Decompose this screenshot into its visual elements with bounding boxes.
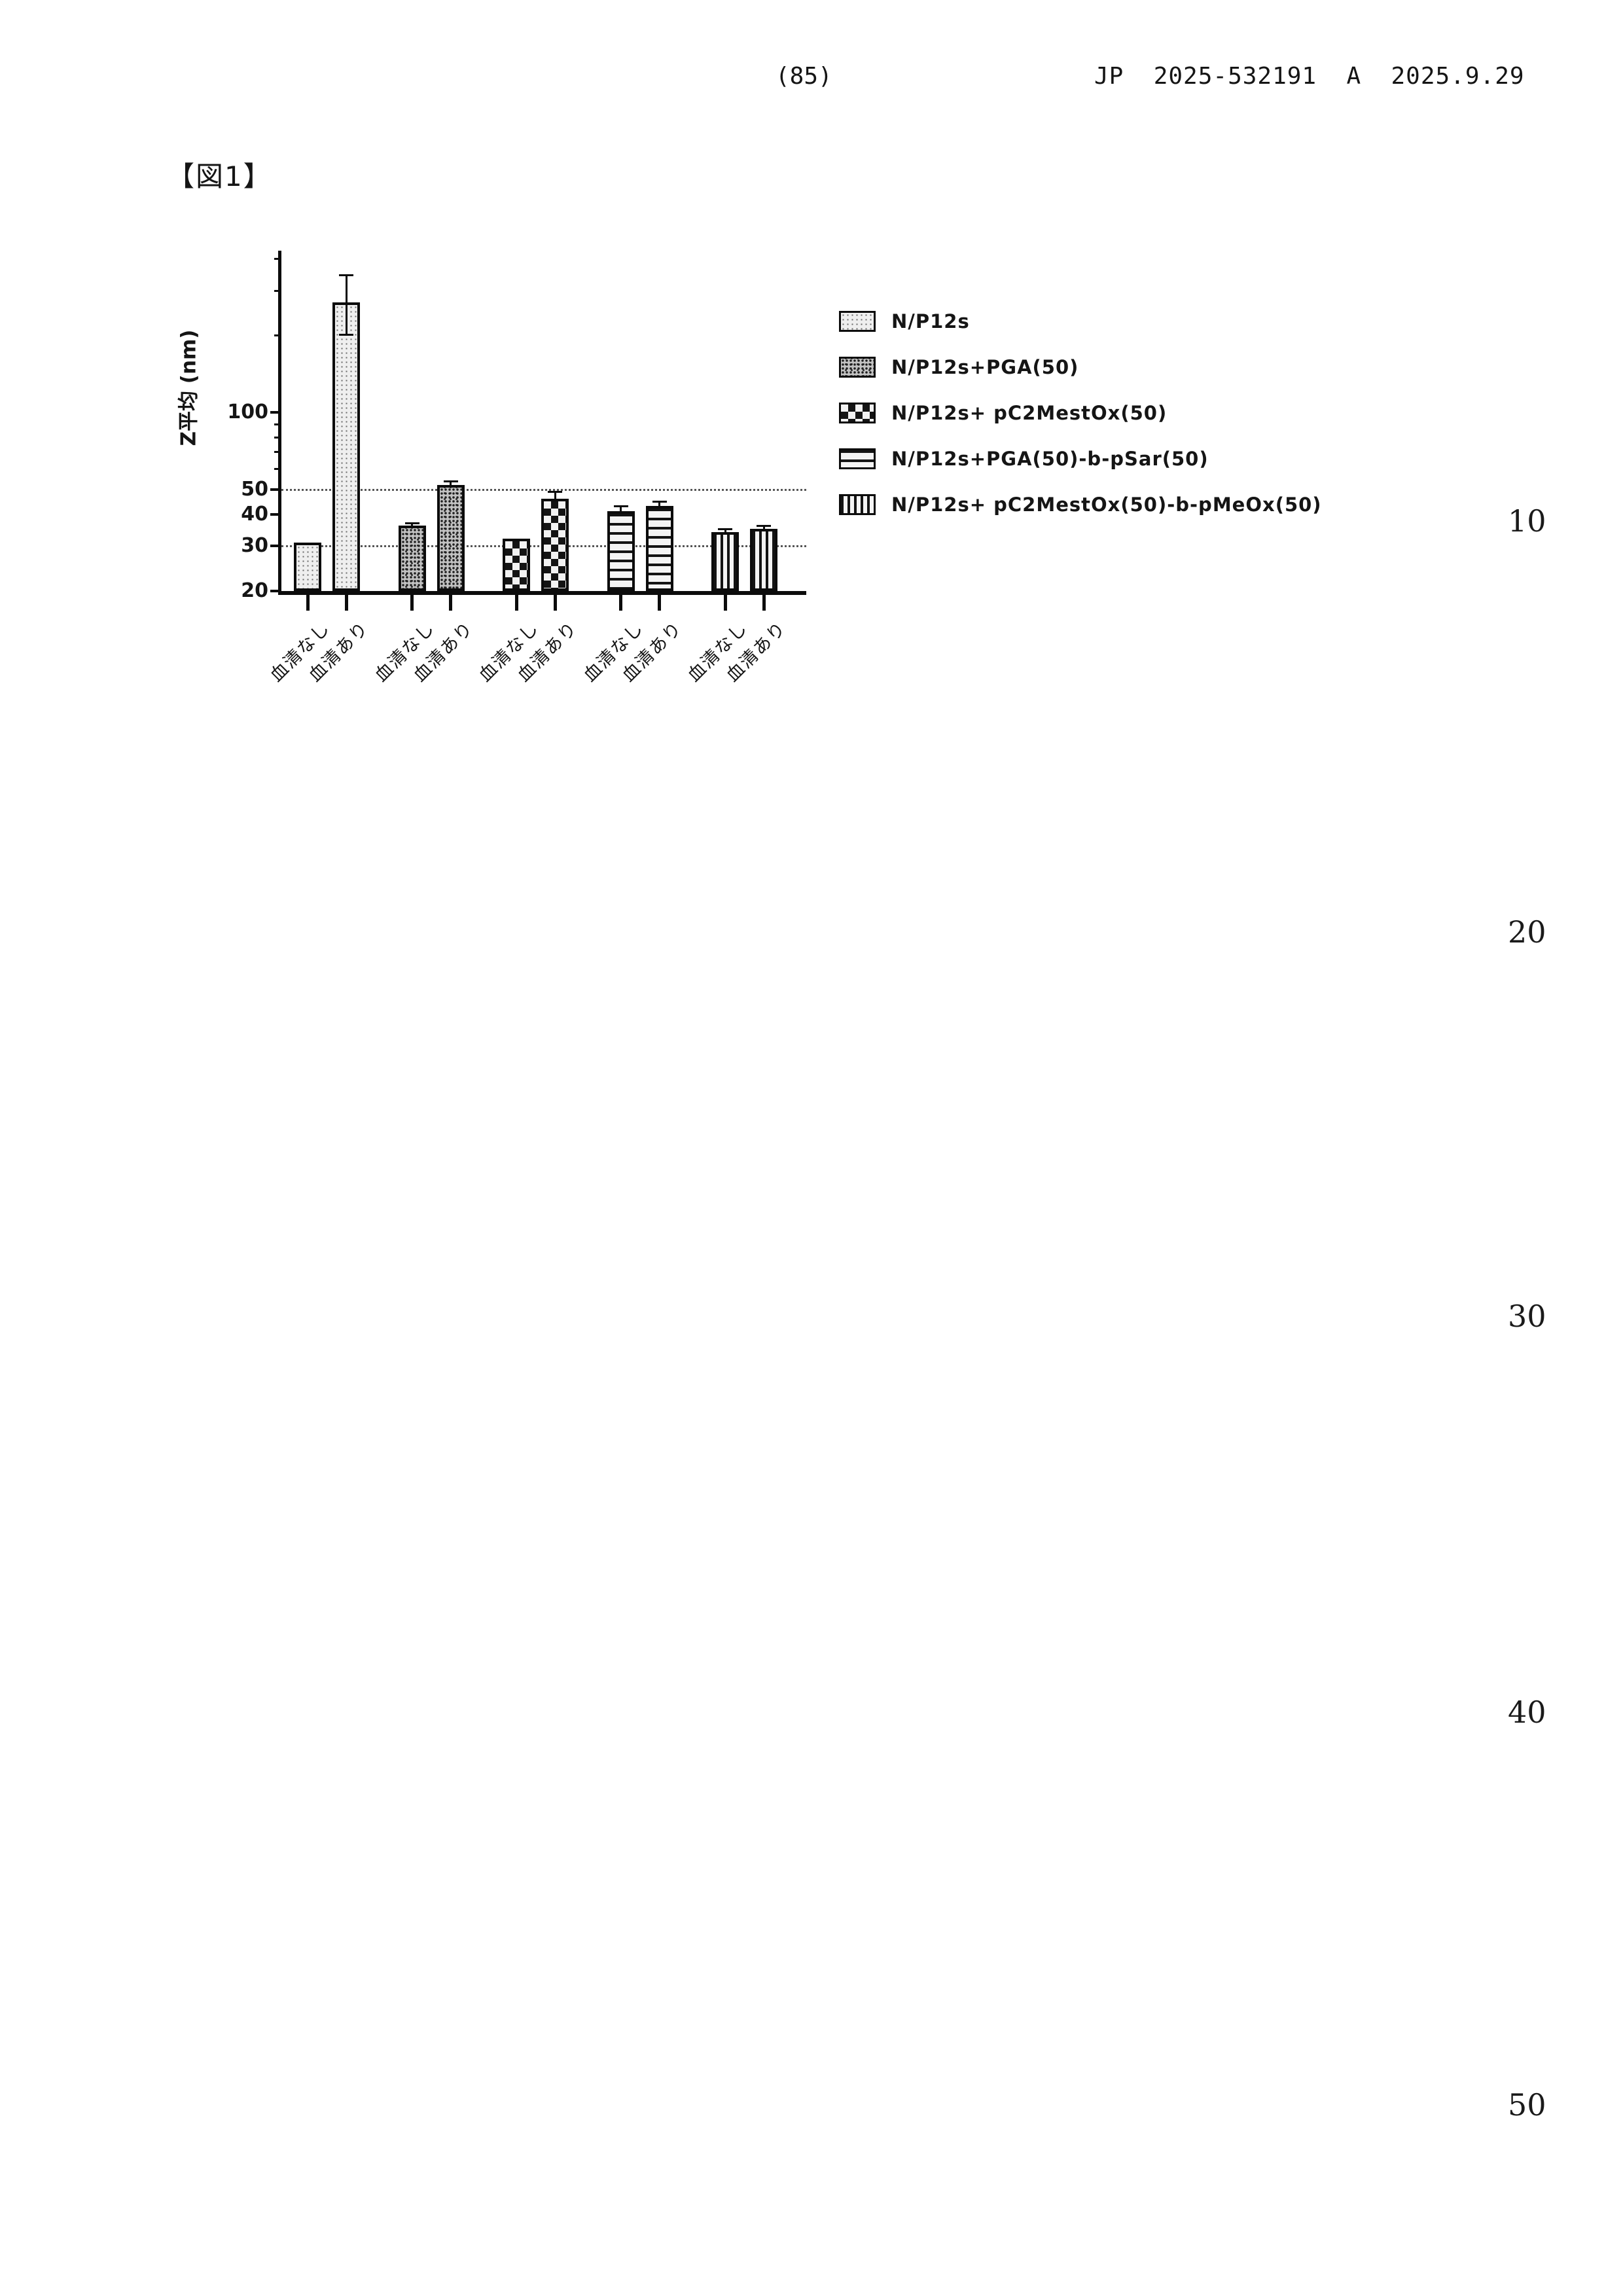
publication-id: JP 2025-532191 A 2025.9.29 — [1094, 63, 1525, 90]
bar-N/P12s+ pC2MestOx(50)-b-pMeOx(50)-血清あり — [750, 529, 777, 591]
x-tick — [723, 595, 727, 611]
error-bar-cap-top — [339, 274, 353, 277]
margin-line-number: 10 — [1508, 503, 1546, 539]
error-bar-cap-top — [718, 528, 732, 531]
x-tick — [344, 595, 348, 611]
y-tick-major — [270, 545, 281, 548]
error-bar-cap-top — [404, 522, 419, 524]
legend-label: N/P12s+ pC2MestOx(50) — [891, 402, 1168, 424]
chart-legend: N/P12s N/P12s+PGA(50) N/P12s+ pC2MestOx(50… — [839, 298, 1322, 528]
error-bar — [450, 480, 452, 486]
error-bar — [411, 522, 413, 526]
y-tick-minor — [274, 334, 281, 337]
y-tick-minor — [274, 436, 281, 439]
legend-item: N/P12s+ pC2MestOx(50)-b-pMeOx(50) — [839, 482, 1322, 528]
y-tick-major — [270, 411, 281, 414]
margin-line-number: 50 — [1508, 2087, 1546, 2123]
error-bar — [554, 492, 556, 499]
error-bar — [724, 529, 726, 533]
bar-N/P12s-血清あり — [332, 302, 360, 591]
error-bar-cap-top — [613, 505, 628, 508]
legend-swatch-light-stipple — [839, 311, 876, 332]
y-tick-minor — [274, 468, 281, 471]
bar-N/P12s+ pC2MestOx(50)-血清なし — [503, 539, 530, 591]
y-tick-label: 100 — [227, 401, 268, 424]
y-tick-minor — [274, 289, 281, 292]
bar-N/P12s+PGA(50)-血清あり — [437, 485, 465, 591]
legend-label: N/P12s+PGA(50)-b-pSar(50) — [891, 448, 1209, 470]
plot-area: 20 30 40 50 100 血清なし 血清あり 血清なし 血清あり 血清なし 血清あり 血清なし血… — [227, 251, 806, 686]
legend-swatch-hlines — [839, 448, 876, 469]
bar-N/P12s+ pC2MestOx(50)-血清あり — [541, 498, 569, 591]
y-tick-major — [270, 512, 281, 516]
legend-swatch-vlines — [839, 494, 876, 515]
error-bar-cap-top — [548, 491, 562, 493]
bar-chart: 20 30 40 50 100 血清なし 血清あり 血清なし 血清あり 血清なし 血清あり 血清なし血… — [167, 245, 841, 756]
legend-label: N/P12s+PGA(50) — [891, 356, 1079, 378]
bar-N/P12s-血清なし — [294, 542, 321, 591]
error-bar — [345, 275, 348, 335]
figure-label: 【図1】 — [167, 160, 272, 192]
error-bar-cap-top — [757, 525, 771, 528]
y-tick-label: 40 — [241, 502, 268, 526]
x-tick — [658, 595, 661, 611]
x-tick — [553, 595, 557, 611]
page-number: (85) — [776, 63, 832, 90]
x-tick — [410, 595, 414, 611]
margin-line-number: 30 — [1508, 1299, 1546, 1334]
margin-line-number: 40 — [1508, 1695, 1546, 1730]
legend-swatch-checker — [839, 403, 876, 423]
x-tick — [449, 595, 452, 611]
error-bar — [762, 526, 765, 529]
y-tick-label: 30 — [241, 534, 268, 558]
x-tick — [762, 595, 766, 611]
y-tick-minor — [274, 451, 281, 454]
legend-item: N/P12s+PGA(50)-b-pSar(50) — [839, 436, 1322, 482]
error-bar — [620, 506, 622, 512]
y-tick-minor — [274, 423, 281, 425]
bar-N/P12s+PGA(50)-b-pSar(50)-血清なし — [607, 511, 635, 591]
x-tick — [514, 595, 518, 611]
x-tick — [619, 595, 622, 611]
y-tick-major — [270, 488, 281, 491]
reference-line-50 — [281, 488, 806, 491]
legend-label: N/P12s+ pC2MestOx(50)-b-pMeOx(50) — [891, 493, 1322, 516]
legend-item: N/P12s+PGA(50) — [839, 344, 1322, 390]
legend-label: N/P12s — [891, 310, 970, 332]
y-tick-minor — [274, 257, 281, 260]
bar-N/P12s+ pC2MestOx(50)-b-pMeOx(50)-血清なし — [711, 532, 739, 591]
bar-N/P12s+PGA(50)-b-pSar(50)-血清あり — [645, 506, 673, 591]
x-tick — [306, 595, 310, 611]
legend-item: N/P12s — [839, 298, 1322, 344]
bar-N/P12s+PGA(50)-血清なし — [398, 526, 426, 591]
legend-item: N/P12s+ pC2MestOx(50) — [839, 390, 1322, 436]
y-tick-label: 50 — [241, 477, 268, 501]
error-bar — [658, 501, 660, 507]
y-tick-label: 20 — [241, 579, 268, 602]
error-bar-cap-top — [652, 500, 667, 503]
margin-line-number: 20 — [1508, 914, 1546, 950]
error-bar-cap-bottom — [339, 334, 353, 336]
error-bar-cap-top — [443, 480, 458, 482]
legend-swatch-dense-stipple — [839, 357, 876, 378]
y-tick-major — [270, 590, 281, 592]
